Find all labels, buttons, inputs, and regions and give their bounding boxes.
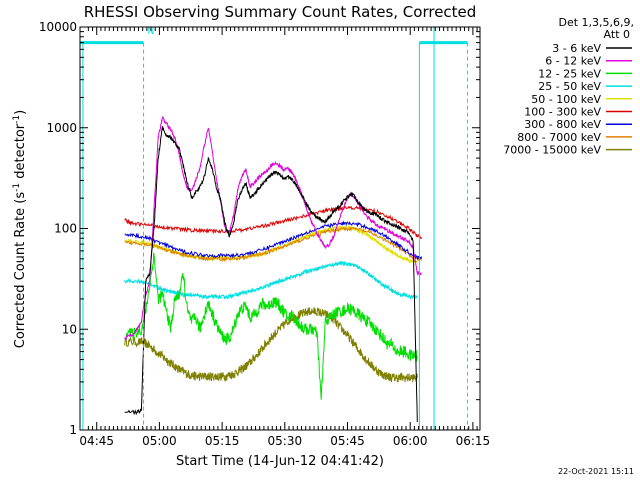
x-tick-label: 06:00 [393,434,428,448]
y-axis-label-end: ) [13,110,28,115]
y-tick-label: 1 [69,423,77,437]
y-axis-label-mid: detector [13,123,28,183]
footer-timestamp: 22-Oct-2021 15:11 [558,467,634,476]
legend-label-100-300-kev: 100 - 300 keV [524,106,601,119]
legend-label-12-25-kev: 12 - 25 keV [538,67,601,80]
legend-label-50-100-kev: 50 - 100 keV [531,93,601,106]
legend-label-800-7000-kev: 800 - 7000 keV [517,131,601,144]
y-tick-label: 10000 [39,20,77,34]
legend-label-7000-15000-kev: 7000 - 15000 keV [503,144,601,157]
y-axis-label-exp2: -1 [12,115,22,124]
x-tick-label: 04:45 [79,434,114,448]
y-axis-label-main: Corrected Count Rate (s [13,192,28,349]
x-tick-label: 05:15 [205,434,240,448]
legend-header-attenuator: Att 0 [604,28,630,41]
legend-label-25-50-kev: 25 - 50 keV [538,80,601,93]
series-layer [124,115,422,423]
y-axis-label-exp1: -1 [12,183,22,192]
y-axis-label: Corrected Count Rate (s-1 detector-1) [12,110,28,348]
annotation-layer: N [80,27,468,430]
series-line-12-25-kev [124,252,418,400]
legend-label-6-12-kev: 6 - 12 keV [545,55,601,68]
series-line-300-800-kev [124,220,422,261]
series-line-3-6-kev [124,125,418,423]
x-tick-label: 05:45 [330,434,365,448]
series-line-25-50-kev [124,260,418,301]
series-line-6-12-kev [124,115,422,341]
series-line-800-7000-kev [124,226,422,263]
x-axis: 04:45 05:00 05:15 05:30 05:45 06:00 06:15 [79,27,490,448]
x-tick-label: 05:30 [268,434,303,448]
y-tick-label: 10 [62,322,77,336]
x-axis-label: Start Time (14-Jun-12 04:41:42) [176,454,384,469]
legend-header-detectors: Det 1,3,5,6,9, [558,16,634,29]
y-tick-label: 1000 [46,121,77,135]
series-line-100-300-kev [124,205,422,240]
series-line-50-100-kev [124,224,418,264]
y-tick-label: 100 [54,222,77,236]
x-tick-label: 06:15 [456,434,491,448]
y-axis: 1 10 100 1000 10000 [39,20,480,437]
legend-label-300-800-kev: 300 - 800 keV [524,118,601,131]
legend-label-3-6-kev: 3 - 6 keV [552,42,601,55]
plot-frame [79,26,481,431]
series-line-7000-15000-kev [124,307,418,383]
chart-title: RHESSI Observing Summary Count Rates, Co… [84,3,477,21]
x-tick-label: 05:00 [142,434,177,448]
night-label: N [148,27,155,37]
